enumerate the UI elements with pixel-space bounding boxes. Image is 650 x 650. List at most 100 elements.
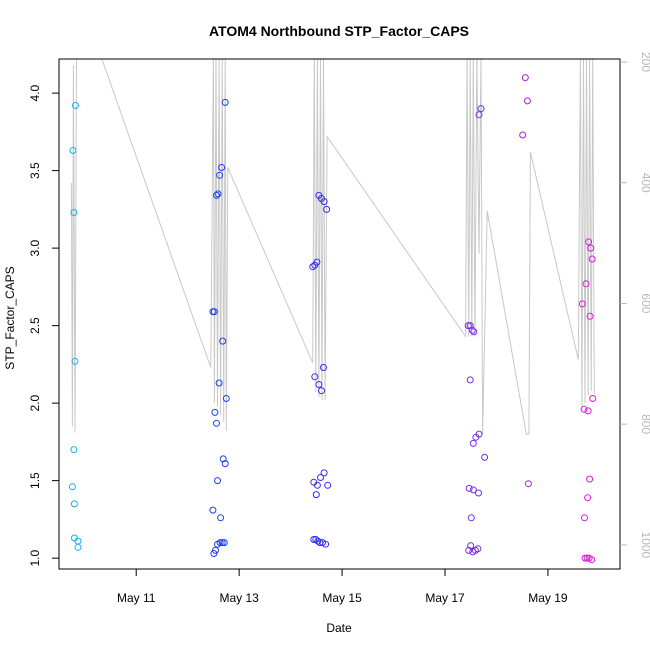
x-tick-label: May 19 (528, 591, 568, 605)
x-tick-label: May 11 (117, 591, 156, 605)
data-point (310, 536, 318, 543)
data-point (320, 469, 328, 477)
y-axis-left: 1.0 1.5 2.0 2.5 3.0 3.5 4.0 (28, 84, 59, 566)
data-point (587, 244, 595, 252)
data-point (318, 387, 325, 395)
series-points-layer (68, 74, 597, 564)
y2-tick-label: 400 (639, 173, 650, 193)
data-point (320, 198, 328, 206)
data-point (220, 539, 228, 547)
data-point (519, 131, 527, 139)
data-point (521, 74, 529, 82)
data-point (70, 446, 78, 454)
data-point (475, 111, 483, 119)
data-point (469, 439, 477, 447)
data-point (320, 364, 327, 371)
data-point (209, 506, 217, 514)
data-point (468, 326, 476, 334)
data-point (588, 255, 596, 263)
data-point (71, 357, 79, 365)
data-point (467, 542, 475, 550)
y2-tick-label: 800 (639, 414, 650, 434)
data-point (314, 537, 322, 545)
data-point (74, 543, 82, 551)
data-point (214, 190, 222, 198)
data-point (218, 539, 226, 547)
y-tick-label: 3.0 (28, 239, 42, 256)
data-point (219, 455, 227, 463)
data-point (481, 453, 489, 461)
data-point (217, 514, 225, 522)
data-point (582, 280, 590, 288)
data-point (584, 407, 592, 415)
data-point (477, 105, 485, 113)
y-tick-label: 1.5 (28, 472, 42, 489)
data-point (68, 483, 76, 491)
data-point (213, 419, 220, 427)
data-point (323, 205, 331, 213)
y2-tick-label: 200 (639, 52, 650, 72)
data-point (216, 171, 224, 179)
data-point (475, 489, 482, 497)
data-point (578, 300, 586, 308)
data-point (312, 491, 320, 499)
data-point (524, 480, 532, 488)
data-point (470, 328, 478, 336)
chart-title: ATOM4 Northbound STP_Factor_CAPS (209, 23, 469, 39)
y-tick-label: 3.5 (28, 162, 42, 179)
data-point (212, 546, 219, 554)
y-axis-label: STP_Factor_CAPS (3, 266, 17, 369)
x-axis: May 11 May 13 May 15 May 17 May 19 (117, 569, 568, 605)
data-point (586, 475, 594, 483)
data-point (210, 308, 218, 316)
data-point (586, 312, 594, 320)
data-point (218, 164, 226, 171)
data-point (581, 514, 588, 522)
data-point (219, 337, 227, 345)
data-point (70, 500, 78, 508)
data-point (221, 98, 229, 106)
data-point (469, 486, 477, 494)
data-point (214, 477, 221, 485)
x-tick-label: May 17 (425, 591, 465, 605)
data-point (464, 322, 472, 330)
data-point (583, 554, 591, 562)
data-point (322, 540, 330, 548)
data-point (222, 395, 230, 402)
x-axis-label: Date (326, 621, 352, 635)
data-point (465, 484, 473, 492)
data-point (211, 408, 219, 416)
data-point (317, 474, 324, 481)
series-line-layer (70, 59, 595, 435)
data-point (589, 395, 597, 402)
data-point (474, 545, 482, 553)
plot-frame (58, 58, 621, 570)
y-tick-label: 2.5 (28, 317, 42, 334)
data-point (580, 405, 588, 413)
data-point (311, 373, 319, 381)
data-point (466, 376, 474, 384)
data-point (588, 556, 596, 564)
data-point (216, 539, 224, 547)
y-tick-label: 1.0 (28, 549, 42, 566)
data-point (309, 263, 317, 271)
data-point (315, 381, 323, 388)
data-point (70, 209, 78, 216)
data-point (467, 514, 475, 522)
data-point (69, 147, 77, 154)
y-axis-right: 200 400 600 800 1000 (620, 52, 650, 559)
data-point (215, 379, 223, 387)
data-point (213, 191, 220, 199)
y2-tick-label: 1000 (639, 532, 650, 559)
series-line (70, 59, 595, 435)
x-tick-label: May 15 (322, 591, 362, 605)
data-point (585, 238, 593, 246)
y-tick-label: 2.0 (28, 394, 42, 411)
data-point (221, 460, 229, 468)
y-tick-label: 4.0 (28, 84, 42, 101)
data-point (465, 546, 473, 554)
data-point (313, 481, 321, 489)
data-point (581, 554, 589, 562)
x-tick-label: May 13 (219, 591, 259, 605)
